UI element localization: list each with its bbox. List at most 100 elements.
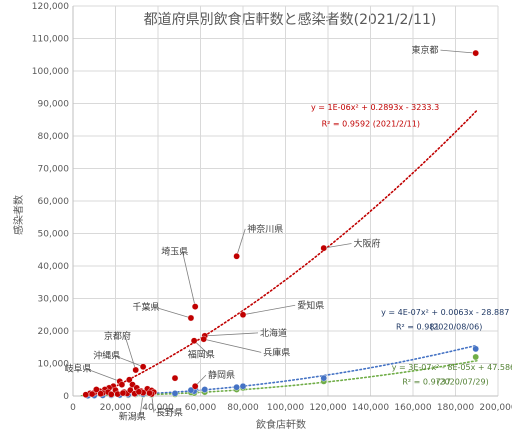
point-label: 京都府 (104, 330, 131, 342)
data-point (472, 353, 479, 361)
y-tick-label: 60,000 (38, 197, 70, 207)
data-point (233, 252, 240, 260)
data-point (132, 366, 139, 374)
x-tick-label: 180,000 (437, 403, 474, 413)
data-point (320, 374, 328, 382)
data-point (127, 386, 134, 394)
point-label: 神奈川県 (247, 223, 283, 235)
leader-line (203, 338, 262, 353)
data-point (119, 389, 127, 397)
y-tick-labels: 0 10,000 20,000 30,000 40,000 50,000 60,000 70,… (32, 2, 69, 402)
point-label: 新潟県 (119, 410, 146, 422)
leader-line (153, 306, 192, 319)
data-point (233, 383, 240, 391)
trendline-date-note: (2020/08/06) (430, 322, 482, 331)
data-point (118, 381, 126, 388)
point-label: 大阪府 (354, 238, 381, 250)
y-tick-label: 0 (63, 392, 69, 402)
trendline-r2: R² = 0.981 (396, 322, 439, 331)
y-tick-label: 10,000 (38, 360, 70, 370)
x-axis-title: 飲食店軒数 (256, 418, 306, 431)
leader-line (204, 332, 259, 337)
point-label: 愛知県 (297, 299, 324, 311)
leader-line (124, 336, 137, 371)
leader-line (323, 243, 352, 249)
data-point (472, 49, 479, 57)
data-point (190, 337, 198, 345)
data-point (472, 345, 479, 353)
point-label: 岐阜県 (65, 363, 92, 375)
data-point (146, 389, 153, 397)
data-point (126, 376, 133, 384)
data-point (88, 390, 96, 398)
data-point (171, 390, 179, 397)
point-label: 埼玉県 (161, 246, 188, 258)
x-tick-label: 60,000 (185, 403, 217, 413)
point-label: 静岡県 (208, 369, 235, 381)
x-tick-label: 200,000 (479, 403, 512, 413)
point-label: 北海道 (260, 327, 287, 339)
data-point (82, 391, 90, 399)
trendline-equation: y = 1E-06x² + 0.2893x - 3233.3 (311, 103, 439, 112)
y-tick-label: 70,000 (38, 165, 70, 175)
chart-title: 都道府県別飲食店軒数と感染者数(2021/2/11) (144, 11, 437, 28)
point-label: 千葉県 (133, 301, 160, 313)
data-point (171, 374, 179, 382)
x-tick-labels: 0 20,000 40,000 60,000 80,000 100,000 120,000 1… (70, 403, 512, 413)
point-label: 東京都 (411, 44, 438, 56)
y-tick-label: 90,000 (38, 100, 70, 110)
data-point (139, 363, 147, 371)
trendline-r2: R² = 0.9737 (402, 378, 451, 387)
trendline-equation: y = 3E-07x² - 8E-05x + 47.586 (392, 363, 512, 372)
data-point (320, 244, 328, 252)
y-tick-label: 80,000 (38, 132, 70, 142)
point-label: 長野県 (156, 408, 183, 419)
leader-line (85, 368, 120, 382)
x-tick-label: 0 (70, 403, 76, 413)
y-tick-label: 40,000 (38, 262, 70, 272)
trendline-0 (94, 109, 478, 396)
x-tick-label: 160,000 (394, 403, 431, 413)
leader-line (242, 304, 296, 316)
y-axis-title: 感染者数 (12, 195, 25, 235)
data-point (239, 382, 247, 390)
data-point (201, 386, 209, 393)
leader-line (182, 251, 196, 307)
x-tick-label: 20,000 (100, 403, 132, 413)
data-point (200, 335, 207, 343)
y-tick-label: 100,000 (32, 67, 69, 77)
x-tick-label: 120,000 (309, 403, 346, 413)
leader-line (114, 355, 144, 368)
leader-line (440, 49, 476, 54)
data-points (82, 49, 479, 400)
y-tick-label: 50,000 (38, 230, 70, 240)
x-tick-label: 100,000 (267, 403, 304, 413)
point-label: 福岡県 (188, 349, 215, 361)
trendline-equation: y = 4E-07x² + 0.0063x - 28.887 (381, 308, 509, 317)
data-point (107, 391, 115, 398)
leader-line (236, 228, 246, 257)
data-point (187, 314, 195, 322)
x-tick-label: 140,000 (352, 403, 389, 413)
gridlines (73, 5, 499, 396)
trendline-equations: y = 1E-06x² + 0.2893x - 3233.3 R² = 0.959… (311, 103, 512, 387)
trendline-r2: R² = 0.9592 (2021/2/11) (322, 119, 420, 128)
data-point (191, 303, 199, 310)
point-label: 沖縄県 (93, 350, 120, 362)
y-tick-label: 30,000 (38, 295, 70, 305)
data-point (187, 386, 195, 394)
data-point (239, 311, 247, 319)
x-tick-label: 40,000 (142, 403, 174, 413)
data-point (93, 386, 100, 393)
leader-line (193, 340, 210, 355)
trendline-date-note: (2020/07/29) (436, 378, 488, 387)
data-point (191, 382, 199, 390)
x-tick-label: 80,000 (227, 403, 259, 413)
y-tick-label: 110,000 (32, 35, 69, 45)
point-label: 兵庫県 (263, 346, 290, 358)
leader-lines (85, 49, 476, 417)
data-point (97, 390, 104, 398)
